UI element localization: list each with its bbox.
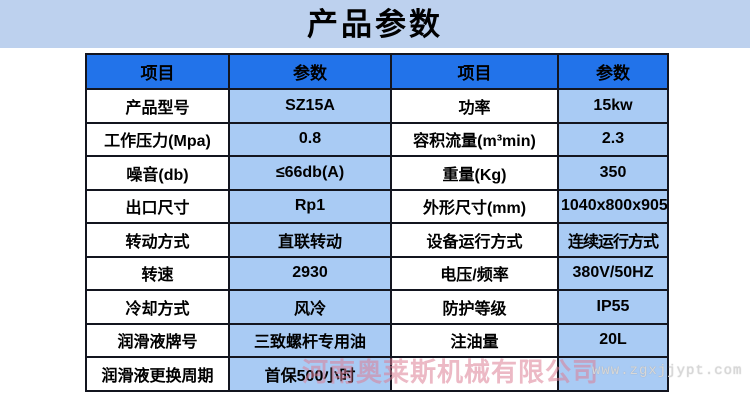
spec-value-cell xyxy=(557,356,669,392)
spec-table: 项目 参数 项目 参数 产品型号 SZ15A 功率 15kw 工作压力(Mpa)… xyxy=(85,53,669,392)
table-row: 润滑液牌号 三致螺杆专用油 注油量 20L xyxy=(85,322,669,358)
spec-item-cell: 注油量 xyxy=(390,322,559,358)
spec-value-cell: 1040x800x905 xyxy=(557,188,669,224)
spec-value-cell: 风冷 xyxy=(228,289,392,325)
spec-item-cell: 出口尺寸 xyxy=(85,188,230,224)
spec-value-cell: SZ15A xyxy=(228,88,392,124)
header-cell-item-left: 项目 xyxy=(85,53,230,90)
spec-item-cell: 噪音(db) xyxy=(85,155,230,191)
spec-item-cell: 防护等级 xyxy=(390,289,559,325)
spec-item-cell: 功率 xyxy=(390,88,559,124)
spec-item-cell: 转动方式 xyxy=(85,222,230,258)
spec-item-cell: 产品型号 xyxy=(85,88,230,124)
spec-value-cell: 20L xyxy=(557,322,669,358)
spec-value-cell: 0.8 xyxy=(228,121,392,157)
spec-value-cell: 连续运行方式 xyxy=(557,222,669,258)
page-title: 产品参数 xyxy=(307,6,443,42)
spec-item-cell: 工作压力(Mpa) xyxy=(85,121,230,157)
table-row: 噪音(db) ≤66db(A) 重量(Kg) 350 xyxy=(85,155,669,191)
table-row: 产品型号 SZ15A 功率 15kw xyxy=(85,88,669,124)
table-row: 润滑液更换周期 首保500小时 xyxy=(85,356,669,392)
header-cell-param-right: 参数 xyxy=(557,53,669,90)
spec-item-cell: 润滑液更换周期 xyxy=(85,356,230,392)
spec-value-cell: 2.3 xyxy=(557,121,669,157)
spec-item-cell xyxy=(390,356,559,392)
page-header-banner: 产品参数 xyxy=(0,0,750,48)
spec-value-cell: 380V/50HZ xyxy=(557,255,669,291)
spec-value-cell: 350 xyxy=(557,155,669,191)
table-row: 冷却方式 风冷 防护等级 IP55 xyxy=(85,289,669,325)
spec-item-cell: 设备运行方式 xyxy=(390,222,559,258)
table-row: 工作压力(Mpa) 0.8 容积流量(m³min) 2.3 xyxy=(85,121,669,157)
spec-item-cell: 外形尺寸(mm) xyxy=(390,188,559,224)
spec-value-cell: 2930 xyxy=(228,255,392,291)
header-cell-param-left: 参数 xyxy=(228,53,392,90)
spec-value-cell: ≤66db(A) xyxy=(228,155,392,191)
spec-value-cell: 直联转动 xyxy=(228,222,392,258)
spec-value-cell: IP55 xyxy=(557,289,669,325)
spec-item-cell: 润滑液牌号 xyxy=(85,322,230,358)
table-row: 转速 2930 电压/频率 380V/50HZ xyxy=(85,255,669,291)
table-row: 出口尺寸 Rp1 外形尺寸(mm) 1040x800x905 xyxy=(85,188,669,224)
spec-value-cell: Rp1 xyxy=(228,188,392,224)
spec-value-cell: 首保500小时 xyxy=(228,356,392,392)
spec-header-row: 项目 参数 项目 参数 xyxy=(85,53,669,90)
spec-item-cell: 容积流量(m³min) xyxy=(390,121,559,157)
spec-value-cell: 15kw xyxy=(557,88,669,124)
spec-item-cell: 电压/频率 xyxy=(390,255,559,291)
spec-value-cell: 三致螺杆专用油 xyxy=(228,322,392,358)
spec-item-cell: 冷却方式 xyxy=(85,289,230,325)
header-cell-item-right: 项目 xyxy=(390,53,559,90)
table-row: 转动方式 直联转动 设备运行方式 连续运行方式 xyxy=(85,222,669,258)
spec-item-cell: 重量(Kg) xyxy=(390,155,559,191)
spec-item-cell: 转速 xyxy=(85,255,230,291)
